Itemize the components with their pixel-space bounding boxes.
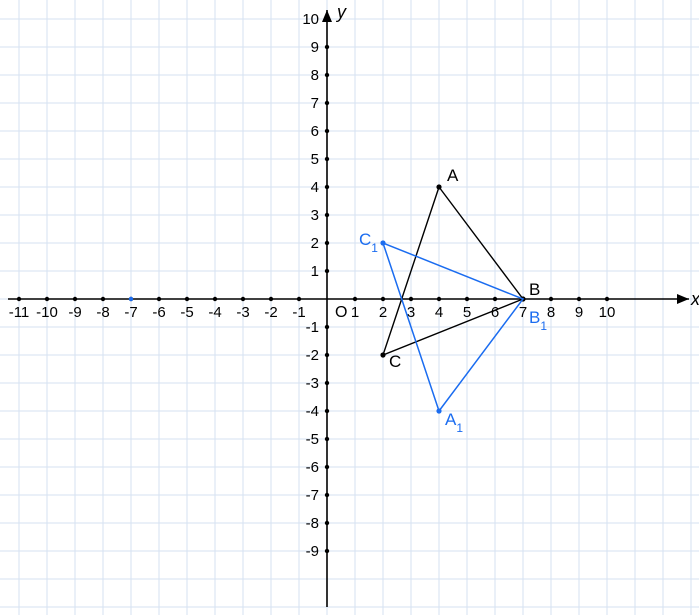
origin-label: O — [335, 304, 347, 321]
y-tick-label: -8 — [306, 515, 319, 532]
y-tick-label: 4 — [311, 179, 319, 196]
x-tick-label: -1 — [292, 304, 305, 321]
x-tick-label: 6 — [491, 304, 499, 321]
triangle-A1B1C1: A1 B1 C1 — [359, 230, 547, 435]
x-tick-label: -4 — [208, 304, 221, 321]
vertex-label-A1: A1 — [445, 410, 463, 435]
x-tick-label: -3 — [236, 304, 249, 321]
y-tick-label: -4 — [306, 403, 319, 420]
x-tick-label: 5 — [463, 304, 471, 321]
x-tick-label: -11 — [9, 304, 30, 321]
chart-svg: -11-10-9-8-7-6-5-4-3-2-112345678910-9-8-… — [0, 0, 699, 615]
y-tick-label: -2 — [306, 347, 319, 364]
x-tick-label: 2 — [379, 304, 387, 321]
y-tick-label: -6 — [306, 459, 319, 476]
y-tick-label: -9 — [306, 543, 319, 560]
x-axis-label: x — [690, 289, 699, 309]
y-tick-label: 9 — [311, 39, 319, 56]
x-tick-label: 9 — [575, 304, 583, 321]
x-tick-label: -10 — [36, 304, 58, 321]
y-tick-label: 10 — [302, 11, 319, 28]
x-tick-label: -2 — [264, 304, 277, 321]
axes — [8, 10, 689, 607]
y-tick-label: -7 — [306, 487, 319, 504]
y-tick-label: 8 — [311, 67, 319, 84]
x-tick-label: 8 — [547, 304, 555, 321]
x-tick-label: -7 — [124, 304, 137, 321]
vertex-label-C: C — [389, 352, 401, 371]
vertex-label-C1: C1 — [359, 230, 378, 255]
vertex-label-A: A — [447, 166, 459, 185]
y-tick-label: -3 — [306, 375, 319, 392]
y-tick-label: 5 — [311, 151, 319, 168]
extra-point — [129, 297, 133, 301]
y-tick-label: -1 — [306, 319, 319, 336]
y-tick-label: -5 — [306, 431, 319, 448]
x-arrow-icon — [677, 294, 689, 304]
y-tick-label: 2 — [311, 235, 319, 252]
coordinate-plane-chart: -11-10-9-8-7-6-5-4-3-2-112345678910-9-8-… — [0, 0, 699, 615]
y-tick-label: 7 — [311, 95, 319, 112]
x-tick-label: -9 — [68, 304, 81, 321]
triangle-ABC: A B C — [380, 166, 540, 371]
vertex-label-B1: B1 — [529, 308, 547, 333]
y-tick-label: 3 — [311, 207, 319, 224]
x-tick-label: 7 — [519, 304, 527, 321]
y-tick-label: 1 — [311, 263, 319, 280]
x-tick-label: 1 — [351, 304, 359, 321]
x-tick-label: -5 — [180, 304, 193, 321]
vertex-label-B: B — [529, 280, 540, 299]
ticks: -11-10-9-8-7-6-5-4-3-2-112345678910-9-8-… — [9, 11, 616, 560]
y-axis-label: y — [335, 2, 347, 22]
x-tick-label: 4 — [435, 304, 443, 321]
y-tick-label: 6 — [311, 123, 319, 140]
x-tick-label: -6 — [152, 304, 165, 321]
x-tick-label: -8 — [96, 304, 109, 321]
x-tick-label: 10 — [599, 304, 616, 321]
